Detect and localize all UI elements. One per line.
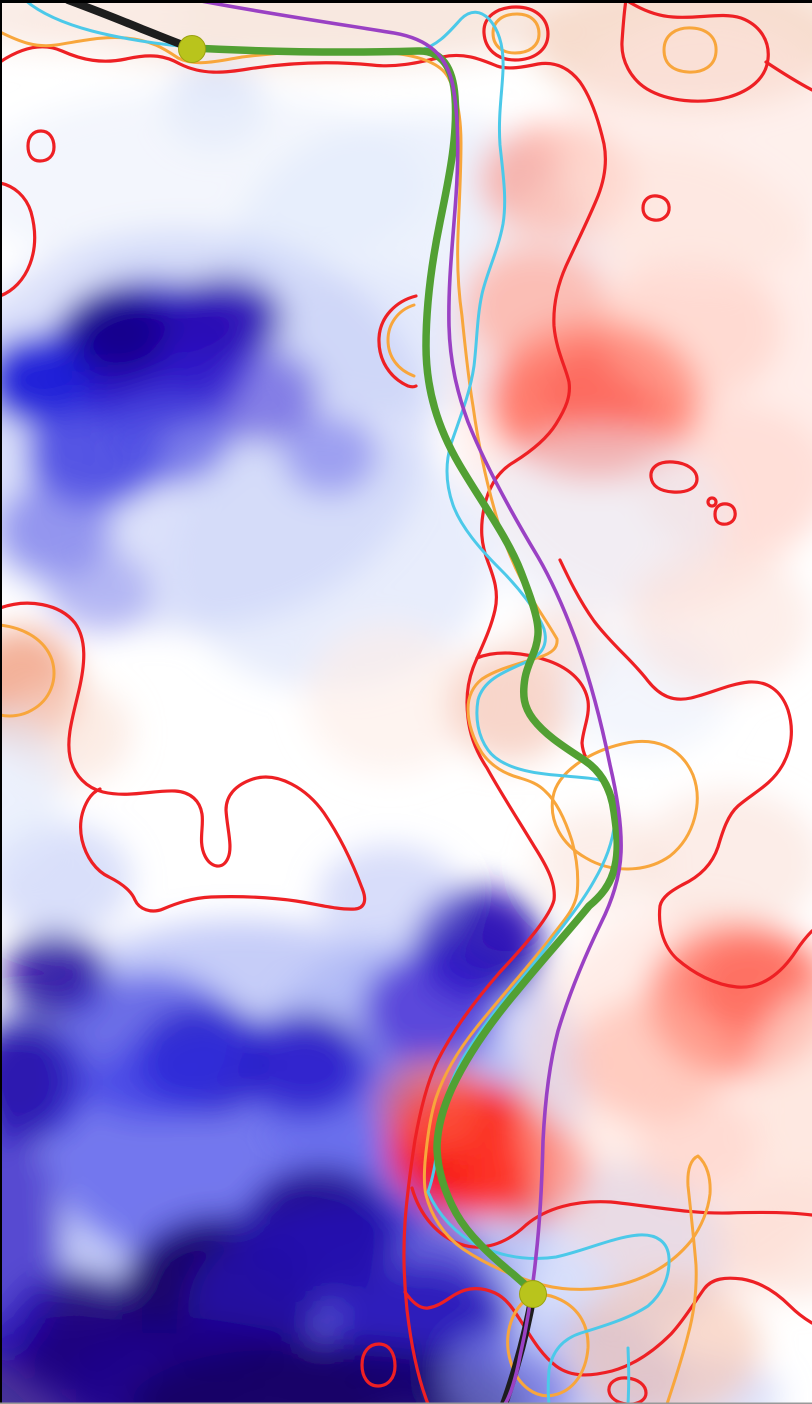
contour-layer-orange	[0, 12, 718, 1404]
red-contour-line	[649, 460, 699, 494]
red-contour-line	[410, 1186, 812, 1249]
field-blob	[205, 349, 319, 443]
black-path-top	[64, 0, 195, 52]
red-contour-line	[620, 0, 770, 103]
field-blob	[48, 550, 152, 634]
contour-layer-cyan	[23, 0, 671, 1404]
field-blob	[0, 0, 190, 50]
goal-marker	[519, 1280, 547, 1308]
field-blob	[108, 390, 232, 484]
field-blob	[167, 276, 283, 360]
field-blob	[715, 1175, 812, 1299]
start-marker	[178, 35, 206, 63]
field-blob	[363, 953, 497, 1067]
orange-contour-line	[550, 739, 699, 871]
red-contour-line	[607, 1376, 648, 1404]
red-contour-line	[558, 558, 812, 989]
orange-contour-line	[386, 303, 416, 378]
field-blob	[638, 790, 812, 934]
red-contour-line	[641, 194, 671, 222]
field-blob	[0, 1120, 60, 1360]
field-blob	[628, 548, 812, 692]
red-contour-line	[26, 129, 56, 163]
field-blob	[318, 845, 462, 949]
cyan-contour-line	[23, 0, 671, 1404]
field-blob	[305, 625, 475, 775]
purple-path	[194, 0, 623, 1404]
red-contour-line	[360, 1342, 397, 1388]
trajectory-layer	[64, 0, 623, 1404]
frame-edge	[0, 1402, 812, 1404]
field-blob	[0, 336, 90, 424]
red-contour-line	[764, 60, 812, 92]
red-contour-line	[0, 601, 367, 913]
field-blob	[66, 291, 170, 375]
red-contour-line	[482, 5, 550, 62]
field-blob	[536, 810, 660, 914]
orange-contour-line	[0, 623, 56, 718]
field-blob	[0, 708, 62, 872]
marker-layer	[178, 35, 547, 1308]
field-blob	[170, 430, 490, 690]
field-blob	[750, 990, 812, 1200]
frame-edge	[0, 0, 812, 3]
green-path	[188, 44, 621, 1296]
field-blob	[560, 15, 812, 285]
red-contour-line	[377, 294, 418, 389]
frame-edge	[0, 0, 2, 1404]
cyan-contour-line	[626, 1346, 631, 1404]
orange-contour-line	[662, 26, 718, 74]
orange-contour-line	[506, 1293, 590, 1398]
red-contour-line	[713, 502, 737, 526]
orange-contour-line	[0, 30, 712, 1404]
field-blob	[5, 933, 105, 1017]
field-blob	[283, 415, 377, 495]
red-contour-line	[706, 496, 718, 508]
orange-contour-line	[491, 12, 541, 55]
red-contour-line	[403, 1276, 812, 1377]
red-contour-line	[0, 45, 607, 1404]
field-blob	[130, 1344, 530, 1404]
red-contour-line	[0, 181, 37, 298]
